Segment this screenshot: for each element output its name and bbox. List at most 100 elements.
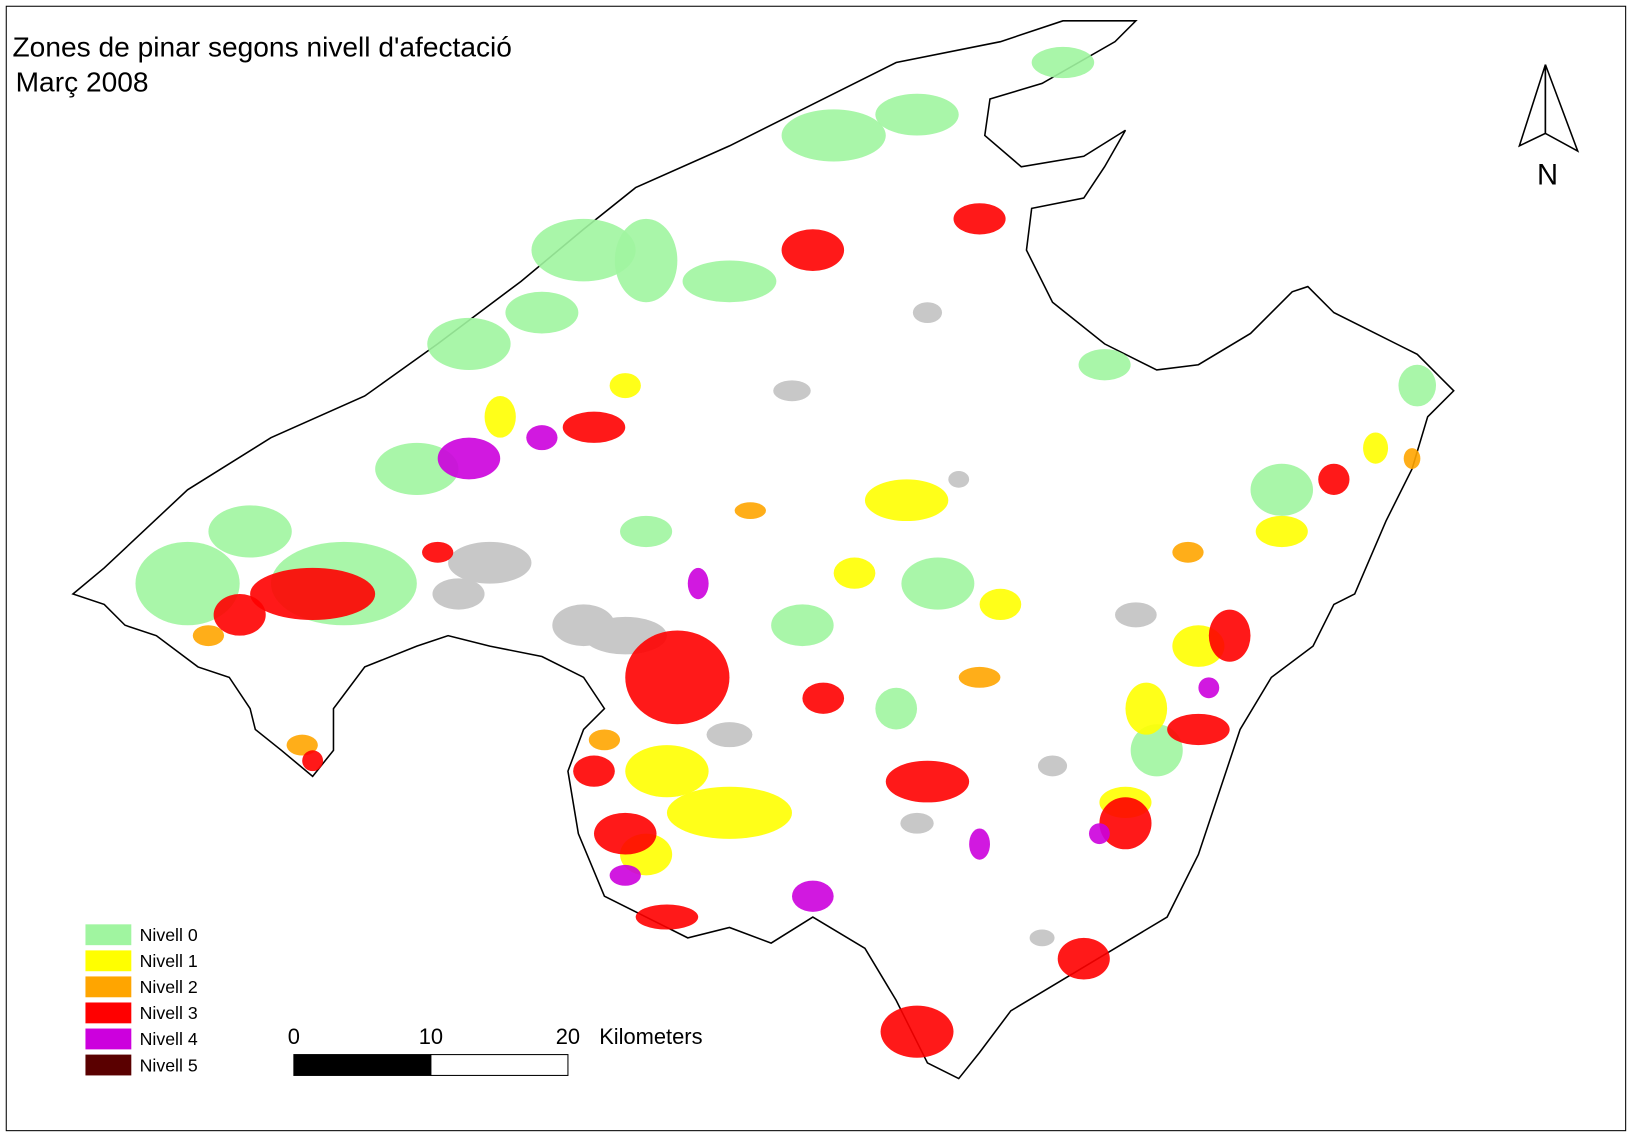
pine-zone <box>781 109 886 162</box>
north-arrow: N <box>1518 64 1580 191</box>
legend-swatch <box>85 976 132 998</box>
pine-zone <box>1363 432 1389 464</box>
scale-segment <box>430 1054 569 1076</box>
legend-label: Nivell 4 <box>140 1029 198 1049</box>
urban-area <box>912 302 943 324</box>
pine-zone <box>1125 682 1168 735</box>
legend-label: Nivell 5 <box>140 1055 198 1075</box>
pine-zone <box>135 541 240 626</box>
pine-zone <box>620 515 673 548</box>
pine-zone <box>526 425 558 451</box>
pine-zone <box>979 588 1022 621</box>
pine-zones <box>135 46 1436 1058</box>
map-title: Zones de pinar segons nivell d'afectació <box>13 31 512 62</box>
pine-zone <box>1250 463 1314 516</box>
pine-zone <box>422 541 454 563</box>
pine-zone <box>880 1005 954 1058</box>
pine-zone <box>625 630 730 725</box>
pine-zone <box>1403 448 1421 469</box>
legend-label: Nivell 0 <box>140 925 198 945</box>
legend-swatch <box>85 1054 132 1076</box>
pine-zone <box>437 437 501 480</box>
pine-zone <box>531 218 636 282</box>
pine-zone <box>802 682 845 714</box>
north-arrow-right <box>1544 64 1580 153</box>
pine-zone <box>1031 46 1095 79</box>
urban-area <box>1115 602 1157 628</box>
pine-zone <box>1088 823 1110 845</box>
pine-zone <box>614 218 678 303</box>
pine-zone <box>192 625 225 647</box>
pine-zone <box>791 880 834 912</box>
pine-zone <box>635 904 699 930</box>
pine-zone <box>208 505 292 558</box>
pine-zone <box>1318 463 1350 495</box>
pine-zone <box>687 567 709 600</box>
pine-zone <box>969 828 990 860</box>
pine-zone <box>625 745 709 798</box>
pine-zone <box>734 502 766 519</box>
pine-zone <box>588 729 621 751</box>
pine-zone <box>1255 515 1308 548</box>
pine-zone <box>375 442 459 495</box>
urban-area <box>948 471 970 488</box>
urban-area <box>432 578 485 610</box>
north-label: N <box>1537 159 1558 191</box>
pine-zone <box>953 203 1006 235</box>
pine-zone <box>875 93 959 136</box>
pine-zone <box>1057 937 1110 980</box>
pine-zone <box>250 567 376 621</box>
pine-zone <box>213 593 266 636</box>
pine-zone <box>609 864 641 886</box>
urban-area <box>706 722 753 748</box>
scale-bar: 0 10 20 Kilometers <box>288 1024 703 1076</box>
pine-zone <box>666 786 792 839</box>
scale-tick-label: 20 <box>556 1024 580 1049</box>
pine-zone <box>593 812 657 855</box>
pine-zone <box>484 395 516 438</box>
pine-zone <box>573 755 615 787</box>
pine-zone <box>901 557 975 610</box>
legend-swatch <box>85 1002 132 1024</box>
pine-zone <box>1167 713 1230 746</box>
urban-area <box>552 604 615 647</box>
urban-area <box>900 812 934 834</box>
scale-unit: Kilometers <box>599 1024 702 1049</box>
legend-label: Nivell 1 <box>140 951 198 971</box>
pine-zone <box>1130 724 1183 777</box>
pine-zone <box>1198 677 1220 699</box>
pine-zone <box>505 291 579 334</box>
pine-zone <box>427 317 511 370</box>
pine-zone <box>781 229 845 271</box>
legend-swatch <box>85 924 132 946</box>
scale-tick-label: 10 <box>419 1024 443 1049</box>
pine-zone <box>609 373 641 399</box>
pine-zone <box>1398 364 1436 407</box>
pine-zone <box>958 666 1001 688</box>
scale-tick-label: 0 <box>288 1024 300 1049</box>
legend-label: Nivell 2 <box>140 977 198 997</box>
pine-zone <box>833 557 876 589</box>
pine-zone <box>302 750 324 772</box>
pine-zone <box>864 479 949 522</box>
pine-zone <box>885 760 970 803</box>
pine-zone <box>286 734 318 756</box>
legend-swatch <box>85 950 132 972</box>
legend: Nivell 0 Nivell 1 Nivell 2 Nivell 3 Nivell 4… <box>85 924 198 1076</box>
urban-area <box>1029 929 1055 947</box>
legend-label: Nivell 3 <box>140 1003 198 1023</box>
urban-area <box>1037 755 1068 777</box>
urban-area <box>773 380 811 402</box>
pine-zone <box>1208 609 1251 662</box>
urban-area <box>448 541 532 584</box>
legend-swatch <box>85 1028 132 1050</box>
pine-zone <box>1078 349 1131 381</box>
pine-zone <box>1099 797 1152 850</box>
pine-zone <box>875 687 918 730</box>
pine-zone <box>682 260 777 303</box>
map-subtitle: Març 2008 <box>16 67 149 98</box>
pine-zone <box>1172 541 1204 563</box>
pine-zone <box>562 411 626 443</box>
pine-zone <box>771 604 834 647</box>
